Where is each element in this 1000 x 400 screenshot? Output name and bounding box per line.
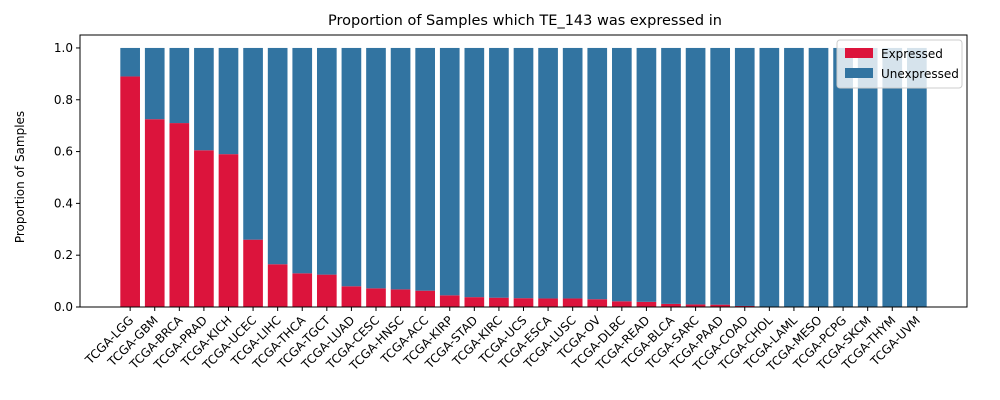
bar-unexpressed-tcga-acc bbox=[415, 47, 435, 291]
bar-unexpressed-tcga-uvm bbox=[907, 47, 927, 307]
bar-expressed-tcga-sarc bbox=[685, 304, 706, 307]
legend-label-expressed: Expressed bbox=[881, 47, 943, 61]
bar-expressed-tcga-hnsc bbox=[390, 289, 411, 307]
legend-label-unexpressed: Unexpressed bbox=[881, 67, 959, 81]
bar-unexpressed-tcga-lusc bbox=[562, 47, 583, 299]
bar-unexpressed-tcga-laml bbox=[784, 47, 804, 307]
bar-unexpressed-tcga-chol bbox=[759, 47, 780, 307]
bar-expressed-tcga-blca bbox=[661, 303, 681, 307]
bar-unexpressed-tcga-blca bbox=[661, 47, 681, 304]
bar-expressed-tcga-ucec bbox=[243, 239, 263, 307]
bar-unexpressed-tcga-hnsc bbox=[390, 47, 411, 290]
bar-expressed-tcga-brca bbox=[169, 123, 190, 307]
y-tick-label: 0.4 bbox=[54, 196, 73, 210]
bar-expressed-tcga-cesc bbox=[366, 288, 386, 307]
bar-unexpressed-tcga-ov bbox=[587, 47, 608, 300]
bar-unexpressed-tcga-cesc bbox=[366, 47, 386, 289]
y-tick-label: 0.2 bbox=[54, 248, 73, 262]
bar-unexpressed-tcga-ucec bbox=[243, 47, 263, 240]
bar-unexpressed-tcga-meso bbox=[808, 47, 829, 307]
bar-expressed-tcga-kirp bbox=[439, 295, 460, 307]
bar-unexpressed-tcga-kirc bbox=[489, 47, 509, 298]
bar-expressed-tcga-read bbox=[636, 301, 657, 307]
y-tick-label: 0.6 bbox=[54, 145, 73, 159]
bar-expressed-tcga-coad bbox=[734, 305, 755, 307]
bar-unexpressed-tcga-pcpg bbox=[833, 47, 853, 307]
bar-unexpressed-tcga-paad bbox=[710, 47, 731, 305]
bar-unexpressed-tcga-esca bbox=[538, 47, 558, 299]
plot-frame bbox=[79, 34, 968, 308]
bar-expressed-tcga-kirc bbox=[489, 297, 509, 307]
legend-swatch-expressed bbox=[845, 48, 873, 58]
bar-expressed-tcga-luad bbox=[341, 286, 362, 307]
bar-unexpressed-tcga-brca bbox=[169, 47, 190, 124]
bar-expressed-tcga-ov bbox=[587, 299, 608, 307]
x-axis: TCGA-LGGTCGA-GBMTCGA-BRCATCGA-PRADTCGA-K… bbox=[82, 307, 923, 374]
bar-expressed-tcga-acc bbox=[415, 290, 435, 307]
bar-unexpressed-tcga-gbm bbox=[144, 47, 165, 120]
bar-unexpressed-tcga-lihc bbox=[267, 47, 288, 265]
bar-expressed-tcga-lihc bbox=[267, 264, 288, 307]
y-tick-label: 0.0 bbox=[54, 300, 73, 314]
bar-unexpressed-tcga-coad bbox=[734, 47, 755, 306]
bar-expressed-tcga-dlbc bbox=[612, 301, 632, 307]
bar-unexpressed-tcga-prad bbox=[194, 47, 214, 151]
bar-unexpressed-tcga-lgg bbox=[120, 47, 140, 77]
bar-unexpressed-tcga-dlbc bbox=[612, 47, 632, 302]
y-tick-label: 0.8 bbox=[54, 93, 73, 107]
bar-unexpressed-tcga-kich bbox=[218, 47, 239, 155]
bar-expressed-tcga-esca bbox=[538, 298, 558, 307]
bars-group bbox=[120, 47, 927, 307]
legend-swatch-unexpressed bbox=[845, 68, 873, 78]
bar-unexpressed-tcga-skcm bbox=[857, 47, 878, 307]
bar-unexpressed-tcga-sarc bbox=[685, 47, 706, 305]
bar-expressed-tcga-ucs bbox=[513, 298, 534, 307]
bar-expressed-tcga-stad bbox=[464, 297, 485, 307]
chart-title: Proportion of Samples which TE_143 was e… bbox=[328, 13, 722, 29]
bar-expressed-tcga-prad bbox=[194, 150, 214, 307]
bar-unexpressed-tcga-luad bbox=[341, 47, 362, 287]
bar-unexpressed-tcga-ucs bbox=[513, 47, 534, 299]
bar-expressed-tcga-kich bbox=[218, 154, 239, 307]
bar-unexpressed-tcga-thca bbox=[292, 47, 313, 274]
y-axis-label: Proportion of Samples bbox=[13, 111, 27, 243]
y-axis: 0.0 0.2 0.4 0.6 0.8 1.0 bbox=[54, 41, 80, 314]
bar-unexpressed-tcga-kirp bbox=[439, 47, 460, 296]
bar-unexpressed-tcga-stad bbox=[464, 47, 485, 298]
bar-expressed-tcga-lusc bbox=[562, 298, 583, 307]
bar-unexpressed-tcga-read bbox=[636, 47, 657, 302]
bar-unexpressed-tcga-tgct bbox=[316, 47, 337, 275]
bar-expressed-tcga-gbm bbox=[144, 119, 165, 307]
bar-expressed-tcga-tgct bbox=[316, 274, 337, 307]
y-tick-label: 1.0 bbox=[54, 41, 73, 55]
bar-expressed-tcga-paad bbox=[710, 304, 731, 307]
legend: Expressed Unexpressed bbox=[836, 39, 963, 89]
bar-unexpressed-tcga-thym bbox=[882, 47, 903, 307]
bar-expressed-tcga-thca bbox=[292, 273, 313, 307]
bar-expressed-tcga-lgg bbox=[120, 76, 140, 307]
